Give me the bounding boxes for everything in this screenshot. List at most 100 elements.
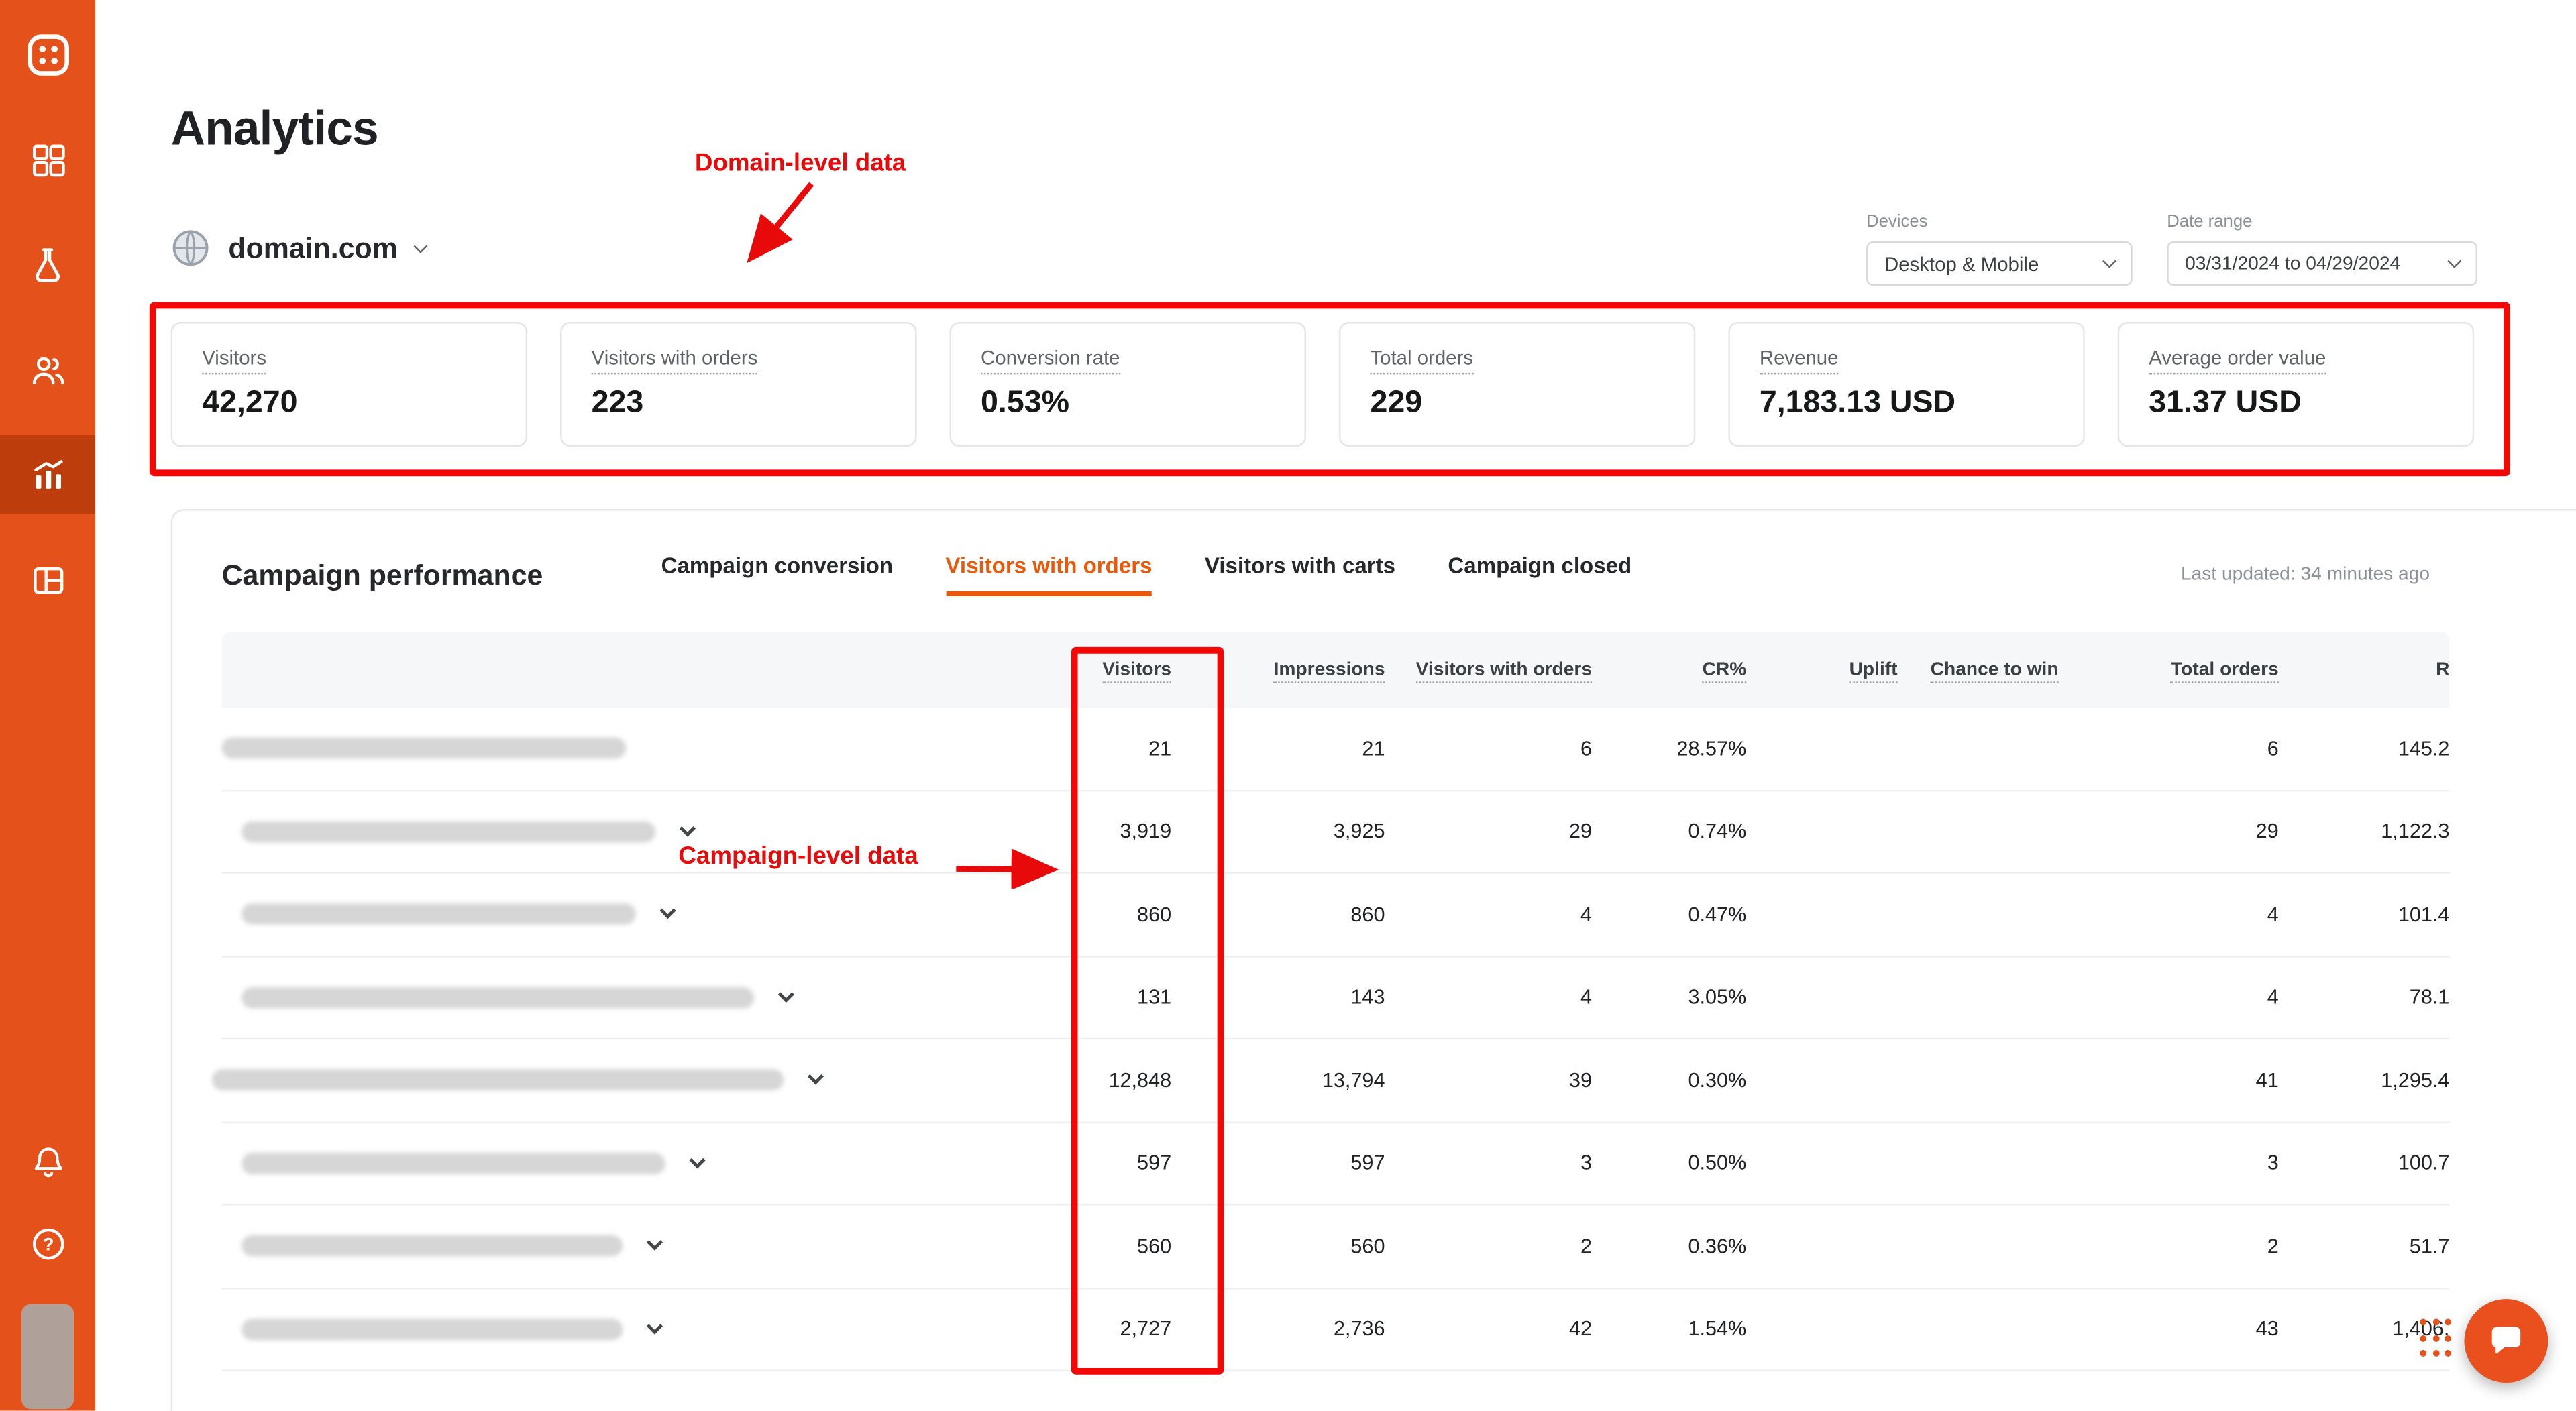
- cell-total-orders: 4: [2267, 903, 2279, 926]
- tab-campaign-closed[interactable]: Campaign closed: [1448, 553, 1632, 579]
- cell-total-orders: 2: [2267, 1235, 2279, 1258]
- cell-total-orders: 43: [2255, 1317, 2279, 1341]
- chat-drag-handle[interactable]: [2420, 1318, 2453, 1362]
- chevron-down-icon: [413, 238, 428, 253]
- cell-revenue: 78.1: [2409, 986, 2450, 1009]
- cell-revenue: 1,295.4: [2381, 1068, 2450, 1092]
- devices-select[interactable]: Desktop & Mobile: [1866, 241, 2133, 286]
- table-row[interactable]: 3,919 3,925 29 0.74% 29 1,122.3: [221, 791, 2450, 874]
- table-row[interactable]: 560 560 2 0.36% 2 51.7: [221, 1205, 2450, 1289]
- stat-value: 223: [591, 386, 644, 420]
- stat-label[interactable]: Visitors: [202, 346, 267, 375]
- chevron-down-icon[interactable]: [807, 1068, 824, 1086]
- cell-cr: 0.36%: [1688, 1235, 1747, 1258]
- stat-value: 42,270: [202, 386, 298, 420]
- cell-visitors-with-orders: 42: [1569, 1317, 1593, 1341]
- table-row[interactable]: 860 860 4 0.47% 4 101.4: [221, 873, 2450, 957]
- cell-cr: 0.74%: [1688, 820, 1747, 843]
- stat-label[interactable]: Revenue: [1759, 346, 1839, 375]
- cell-visitors: 860: [1137, 903, 1172, 926]
- column-header-visitors-with-orders[interactable]: Visitors with orders: [1415, 660, 1593, 683]
- cell-cr: 0.30%: [1688, 1068, 1747, 1092]
- table-row[interactable]: 2,727 2,736 42 1.54% 43 1,406.: [221, 1288, 2450, 1371]
- date-range-value: 03/31/2024 to 04/29/2024: [2185, 253, 2401, 274]
- chevron-down-icon[interactable]: [646, 1317, 663, 1335]
- stat-label[interactable]: Average order value: [2149, 346, 2326, 375]
- chat-bubble-icon: [2491, 1327, 2521, 1354]
- table-header-row: Visitors Impressions Visitors with order…: [221, 632, 2450, 708]
- column-header-impressions[interactable]: Impressions: [1273, 660, 1385, 683]
- stat-value: 229: [1370, 386, 1423, 420]
- tab-campaign-conversion[interactable]: Campaign conversion: [661, 553, 894, 579]
- cell-cr: 3.05%: [1688, 986, 1747, 1009]
- stat-value: 31.37 USD: [2149, 386, 2302, 420]
- cell-total-orders: 4: [2267, 986, 2279, 1009]
- redacted-campaign-name: [241, 1152, 665, 1174]
- cell-impressions: 560: [1350, 1235, 1385, 1258]
- domain-name: domain.com: [228, 231, 398, 264]
- stat-card-revenue: Revenue 7,183.13 USD: [1728, 322, 2085, 447]
- chevron-down-icon[interactable]: [777, 986, 794, 1003]
- domain-stats-row: Visitors 42,270 Visitors with orders 223…: [170, 322, 2475, 447]
- date-range-control: Date range 03/31/2024 to 04/29/2024: [2167, 212, 2478, 286]
- cell-visitors-with-orders: 6: [1580, 736, 1593, 760]
- column-header-cr[interactable]: CR%: [1702, 660, 1747, 683]
- analytics-chart-icon: [34, 459, 62, 488]
- sidebar-item-dashboard[interactable]: [0, 120, 95, 199]
- redacted-campaign-name: [241, 903, 636, 925]
- cell-total-orders: 29: [2255, 820, 2279, 843]
- cell-total-orders: 3: [2267, 1151, 2279, 1175]
- cell-visitors: 3,919: [1120, 820, 1172, 843]
- tab-visitors-with-orders[interactable]: Visitors with orders: [945, 553, 1152, 596]
- redacted-campaign-name: [211, 1069, 784, 1091]
- table-row[interactable]: 131 143 4 3.05% 4 78.1: [221, 956, 2450, 1040]
- sidebar: ?: [0, 0, 96, 1411]
- sidebar-item-analytics[interactable]: [0, 435, 96, 514]
- redacted-campaign-name: [241, 1318, 623, 1340]
- devices-label: Devices: [1866, 211, 1928, 232]
- sidebar-item-notifications[interactable]: [0, 1122, 95, 1201]
- sidebar-item-audience[interactable]: [0, 330, 95, 409]
- chevron-down-icon: [2102, 253, 2116, 268]
- table-row[interactable]: 597 597 3 0.50% 3 100.7: [221, 1122, 2450, 1206]
- app-logo[interactable]: [0, 26, 95, 82]
- cell-revenue: 51.7: [2409, 1235, 2450, 1258]
- domain-selector[interactable]: domain.com: [171, 225, 428, 272]
- column-header-revenue[interactable]: R: [2436, 660, 2450, 680]
- stat-card-conversion-rate: Conversion rate 0.53%: [949, 322, 1306, 447]
- table-row[interactable]: 21 21 6 28.57% 6 145.2: [221, 708, 2450, 791]
- column-header-chance-to-win[interactable]: Chance to win: [1930, 660, 2059, 683]
- column-header-total-orders[interactable]: Total orders: [2171, 660, 2279, 683]
- chevron-down-icon[interactable]: [689, 1151, 706, 1168]
- sidebar-item-templates[interactable]: [0, 541, 95, 620]
- cell-visitors-with-orders: 29: [1569, 820, 1593, 843]
- stat-card-visitors-with-orders: Visitors with orders 223: [560, 322, 917, 447]
- cell-impressions: 21: [1362, 736, 1385, 760]
- chat-launcher-button[interactable]: [2464, 1299, 2548, 1384]
- devices-value: Desktop & Mobile: [1884, 251, 2039, 276]
- sidebar-item-experiments[interactable]: [0, 225, 95, 304]
- stat-label[interactable]: Total orders: [1370, 346, 1474, 375]
- annotation-campaign-level: Campaign-level data: [678, 842, 918, 870]
- svg-text:?: ?: [42, 1233, 53, 1253]
- stat-label[interactable]: Conversion rate: [981, 346, 1120, 375]
- cell-impressions: 143: [1350, 986, 1385, 1009]
- redacted-campaign-name: [241, 986, 755, 1009]
- chevron-down-icon[interactable]: [679, 820, 696, 837]
- cell-visitors-with-orders: 4: [1580, 986, 1593, 1009]
- panel-header: Campaign performance Campaign conversion…: [222, 553, 2430, 596]
- table-row[interactable]: 12,848 13,794 39 0.30% 41 1,295.4: [211, 1039, 2450, 1123]
- bell-icon: [34, 1147, 62, 1177]
- avatar-placeholder[interactable]: [21, 1304, 74, 1410]
- column-header-uplift[interactable]: Uplift: [1849, 660, 1898, 683]
- sidebar-item-help[interactable]: ?: [0, 1204, 95, 1283]
- column-header-visitors[interactable]: Visitors: [1102, 660, 1172, 683]
- cell-cr: 28.57%: [1676, 736, 1747, 760]
- tab-visitors-with-carts[interactable]: Visitors with carts: [1204, 553, 1396, 579]
- stat-label[interactable]: Visitors with orders: [591, 346, 758, 375]
- date-range-select[interactable]: 03/31/2024 to 04/29/2024: [2167, 241, 2478, 286]
- chevron-down-icon: [2447, 253, 2462, 268]
- chevron-down-icon[interactable]: [646, 1235, 663, 1251]
- campaign-performance-panel: Campaign performance Campaign conversion…: [170, 509, 2576, 1411]
- chevron-down-icon[interactable]: [659, 903, 676, 919]
